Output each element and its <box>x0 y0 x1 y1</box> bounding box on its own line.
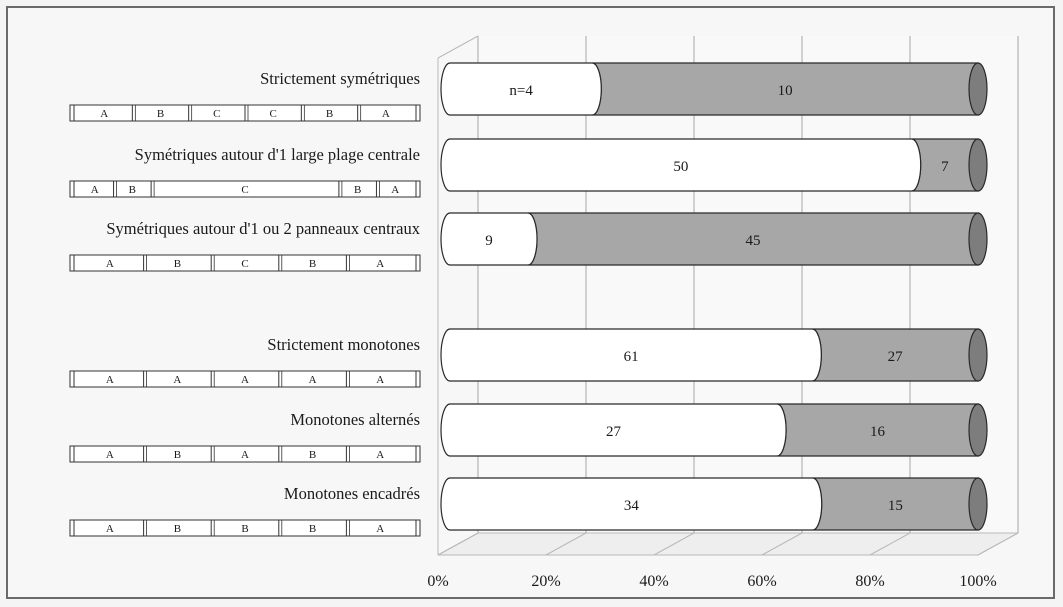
schema-cell-label: A <box>100 108 108 120</box>
category-label: Symétriques autour d'1 ou 2 panneaux cen… <box>106 219 420 238</box>
bar-segment-1 <box>440 328 822 382</box>
data-label-segment-2: 27 <box>888 349 904 365</box>
bar-segment-1 <box>440 138 922 192</box>
bar-end-cap <box>968 477 988 531</box>
bar-segment-1 <box>440 212 538 266</box>
schema-cell-label: A <box>376 258 384 270</box>
schema-strip <box>69 254 421 272</box>
gridline-floor <box>761 532 803 556</box>
gridline-floor <box>653 532 695 556</box>
bar-end-cap <box>968 138 988 192</box>
gridline-floor <box>977 532 1019 556</box>
schema-strip <box>69 445 421 463</box>
schema-cell-label: A <box>376 374 384 386</box>
schema-cell-label: B <box>241 523 248 535</box>
data-label-segment-2: 16 <box>870 424 886 440</box>
schema-cell-label: B <box>354 184 361 196</box>
data-label-segment-1: 61 <box>624 349 639 365</box>
x-tick-label: 100% <box>959 573 996 590</box>
bar-segment-1 <box>440 477 823 531</box>
schema-cell-label: A <box>391 184 399 196</box>
gridline-floor <box>869 532 911 556</box>
plot-left-wall-top <box>437 35 479 59</box>
schema-cell-label: B <box>157 108 164 120</box>
schema-cell-label: C <box>241 184 248 196</box>
schema-cell-label: A <box>173 374 181 386</box>
schema-cell-label: A <box>309 374 317 386</box>
category-label: Strictement symétriques <box>260 69 420 88</box>
schema-cell-label: A <box>106 523 114 535</box>
schema-cell-label: B <box>174 449 181 461</box>
bar-end-cap <box>968 328 988 382</box>
category-label: Monotones encadrés <box>284 484 420 503</box>
category-label: Strictement monotones <box>267 335 420 354</box>
schema-cell-label: A <box>241 374 249 386</box>
schema-cell-label: A <box>241 449 249 461</box>
schema-cell-label: C <box>269 108 276 120</box>
schema-strip <box>69 370 421 388</box>
bar-end-cap <box>968 62 988 116</box>
category-label: Symétriques autour d'1 large plage centr… <box>135 145 420 164</box>
bar-segment-1 <box>440 62 602 116</box>
data-label-segment-1: 9 <box>485 233 493 249</box>
schema-strip <box>69 519 421 537</box>
schema-cell-label: C <box>241 258 248 270</box>
bar-end-cap <box>968 212 988 266</box>
data-label-segment-2: 45 <box>746 233 761 249</box>
bar-end-cap <box>968 403 988 457</box>
schema-cell-label: B <box>174 523 181 535</box>
category-label: Monotones alternés <box>290 410 420 429</box>
gridline-floor <box>437 532 479 556</box>
schema-strip <box>69 180 421 198</box>
x-tick-label: 60% <box>747 573 776 590</box>
data-label-segment-1: n=4 <box>509 83 533 99</box>
schema-cell-label: A <box>106 449 114 461</box>
schema-cell-label: B <box>326 108 333 120</box>
data-label-segment-1: 34 <box>624 498 640 514</box>
schema-cell-label: A <box>106 258 114 270</box>
gridline-floor <box>545 532 587 556</box>
x-tick-label: 20% <box>531 573 560 590</box>
schema-cell-label: B <box>309 523 316 535</box>
x-tick-label: 0% <box>427 573 448 590</box>
schema-cell-label: A <box>91 184 99 196</box>
schema-cell-label: B <box>129 184 136 196</box>
x-tick-label: 40% <box>639 573 668 590</box>
schema-cell-label: C <box>213 108 220 120</box>
x-tick-label: 80% <box>855 573 884 590</box>
plot-floor <box>437 532 1019 556</box>
data-label-segment-1: 50 <box>673 159 688 175</box>
schema-cell-label: A <box>382 108 390 120</box>
bar-segment-1 <box>440 403 787 457</box>
schema-cell-label: A <box>376 449 384 461</box>
schema-cell-label: B <box>309 449 316 461</box>
data-label-segment-2: 7 <box>941 159 949 175</box>
data-label-segment-1: 27 <box>606 424 622 440</box>
data-label-segment-2: 10 <box>778 83 793 99</box>
data-label-segment-2: 15 <box>888 498 903 514</box>
schema-cell-label: B <box>309 258 316 270</box>
schema-cell-label: A <box>106 374 114 386</box>
schema-cell-label: B <box>174 258 181 270</box>
schema-cell-label: A <box>376 523 384 535</box>
